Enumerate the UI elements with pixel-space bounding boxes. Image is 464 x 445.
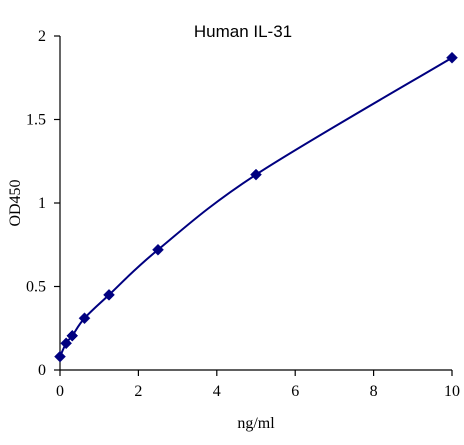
x-axis-label: ng/ml [237, 415, 275, 432]
x-tick-label: 8 [370, 383, 378, 400]
y-tick-label: 0.5 [26, 279, 46, 296]
x-tick-label: 4 [213, 383, 221, 400]
axes [59, 36, 452, 371]
x-tick-label: 6 [291, 383, 299, 400]
y-tick-label: 1.5 [26, 112, 46, 129]
data-point-marker [60, 337, 72, 350]
chart-title: Human IL-31 [194, 22, 292, 41]
data-point-marker [54, 350, 66, 363]
series-curve [59, 56, 453, 358]
y-ticks: 0 0.5 1 1.5 2 [26, 28, 60, 379]
data-point-marker [446, 51, 458, 64]
data-point-marker [103, 288, 115, 301]
y-axis-label: OD450 [7, 179, 24, 226]
data-point-marker [78, 312, 91, 325]
x-tick-label: 10 [444, 383, 460, 400]
y-tick-label: 0 [38, 362, 46, 379]
data-point-marker [250, 168, 262, 181]
data-point-marker [66, 329, 79, 342]
x-tick-label: 2 [134, 383, 142, 400]
y-tick-label: 1 [38, 195, 46, 212]
series-layer [54, 51, 458, 363]
x-ticks: 0 2 4 6 8 10 [56, 370, 460, 400]
x-tick-label: 0 [56, 383, 64, 400]
y-tick-label: 2 [38, 28, 46, 45]
data-point-marker [152, 243, 164, 256]
